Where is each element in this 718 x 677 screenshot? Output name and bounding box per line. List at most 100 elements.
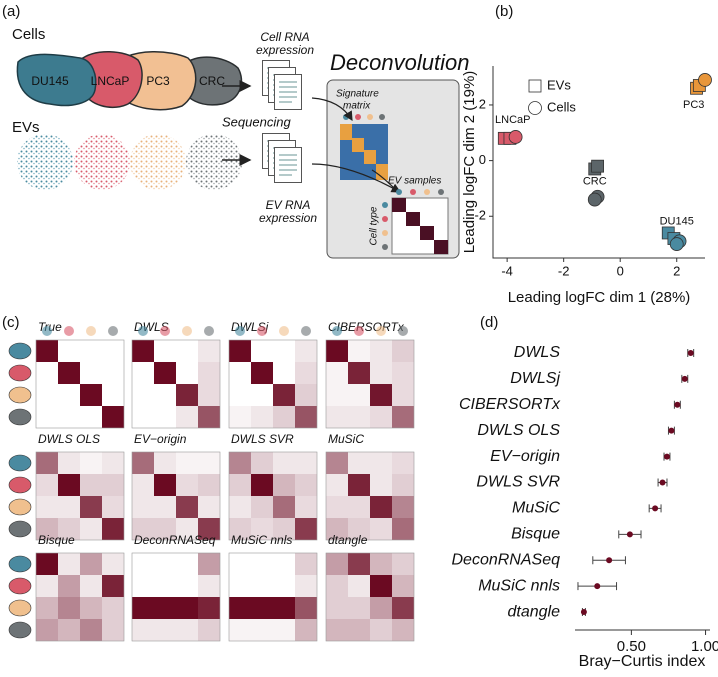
dot bbox=[659, 479, 666, 486]
sample-dot bbox=[64, 326, 74, 336]
heatmap-cell bbox=[273, 362, 295, 384]
heatmap-cell bbox=[80, 518, 102, 540]
heatmap-cell bbox=[36, 406, 58, 428]
heatmap-cell bbox=[36, 340, 58, 362]
heatmap-cell bbox=[229, 575, 251, 597]
heatmap-title: MuSiC bbox=[328, 432, 364, 446]
point bbox=[508, 130, 523, 144]
sample-dot bbox=[376, 326, 386, 336]
evs-label: EVs bbox=[12, 119, 40, 136]
heatmap-cell bbox=[273, 597, 295, 619]
x-axis-label: Bray−Curtis index bbox=[579, 653, 706, 670]
heatmap-cell bbox=[80, 597, 102, 619]
category-label: DWLS SVR bbox=[476, 474, 560, 491]
heatmap-cell bbox=[326, 452, 348, 474]
heatmap-cell bbox=[326, 553, 348, 575]
heatmap-cell bbox=[154, 384, 176, 406]
heatmap-cell bbox=[132, 597, 154, 619]
heatmap-cell bbox=[102, 597, 124, 619]
heatmap-border bbox=[35, 552, 125, 642]
sample-dot bbox=[235, 326, 245, 336]
heatmap-cell bbox=[251, 406, 273, 428]
panel-label: (b) bbox=[495, 3, 513, 20]
heatmap-cell bbox=[348, 553, 370, 575]
heatmap-cell bbox=[132, 452, 154, 474]
point bbox=[698, 73, 712, 87]
cell-icon bbox=[8, 364, 32, 382]
signature-matrix bbox=[340, 124, 388, 180]
sample-dot bbox=[204, 326, 214, 336]
heatmap-cell bbox=[370, 452, 392, 474]
cell-blob bbox=[16, 53, 97, 107]
heatmap-cell bbox=[132, 619, 154, 641]
heatmap-cell bbox=[392, 340, 414, 362]
annotation: DU145 bbox=[660, 216, 694, 228]
heatmap-cell bbox=[154, 340, 176, 362]
heatmap-cell bbox=[326, 619, 348, 641]
heatmap-cell bbox=[392, 597, 414, 619]
legend-marker bbox=[528, 79, 542, 93]
cell-blob bbox=[79, 51, 143, 108]
heatmap-cell bbox=[198, 518, 220, 540]
heatmap-title: EV−origin bbox=[134, 432, 187, 446]
heatmap-cell bbox=[80, 496, 102, 518]
heatmap-cell bbox=[132, 553, 154, 575]
heatmap-cell bbox=[198, 362, 220, 384]
heatmap-cell bbox=[295, 384, 317, 406]
heatmap-cell bbox=[58, 340, 80, 362]
heatmap-cell bbox=[154, 406, 176, 428]
heatmap-cell bbox=[348, 496, 370, 518]
category-label: DWLSj bbox=[510, 370, 560, 387]
dot bbox=[674, 401, 681, 408]
document bbox=[275, 148, 302, 183]
y-tick-label: -2 bbox=[474, 208, 486, 223]
heatmap-cell bbox=[251, 362, 273, 384]
heatmap-cell bbox=[102, 384, 124, 406]
heatmap-cell bbox=[58, 384, 80, 406]
heatmap-cell bbox=[80, 553, 102, 575]
heatmap-cell bbox=[229, 619, 251, 641]
cell-icon bbox=[8, 386, 32, 404]
cells-label: Cells bbox=[12, 26, 45, 43]
cell-icon bbox=[8, 408, 32, 426]
ev-samples-label: EV samples bbox=[388, 176, 441, 187]
heatmap-cell bbox=[295, 496, 317, 518]
heatmap-cell bbox=[132, 362, 154, 384]
heatmap-cell bbox=[80, 452, 102, 474]
ev-matrix bbox=[391, 197, 449, 255]
cell-line-label: LNCaP bbox=[91, 74, 130, 88]
heatmap-cell bbox=[176, 384, 198, 406]
heatmap-cell bbox=[102, 406, 124, 428]
heatmap-cell bbox=[58, 518, 80, 540]
heatmap-cell bbox=[36, 575, 58, 597]
heatmap-cell bbox=[36, 619, 58, 641]
heatmap-cell bbox=[348, 384, 370, 406]
heatmap-cell bbox=[295, 553, 317, 575]
x-tick-label: -4 bbox=[501, 263, 513, 278]
heatmap-cell bbox=[102, 575, 124, 597]
panel-label: (c) bbox=[2, 314, 20, 331]
dot bbox=[606, 557, 613, 564]
cell-icon bbox=[8, 342, 32, 360]
heatmap-cell bbox=[176, 575, 198, 597]
heatmap-cell bbox=[132, 575, 154, 597]
ev-cloud bbox=[130, 134, 186, 190]
heatmap-cell bbox=[229, 597, 251, 619]
dot bbox=[681, 375, 688, 382]
heatmap-cell bbox=[370, 384, 392, 406]
heatmap-cell bbox=[348, 474, 370, 496]
heatmap-cell bbox=[176, 553, 198, 575]
heatmap-cell bbox=[370, 362, 392, 384]
sample-dot bbox=[86, 326, 96, 336]
heatmap-cell bbox=[80, 575, 102, 597]
heatmap-cell bbox=[229, 406, 251, 428]
heatmap-cell bbox=[273, 452, 295, 474]
point bbox=[669, 237, 684, 251]
heatmap-border bbox=[228, 552, 318, 642]
heatmap-cell bbox=[198, 384, 220, 406]
heatmap-title: DWLS OLS bbox=[38, 432, 100, 446]
annotation: PC3 bbox=[683, 99, 704, 111]
heatmap-cell bbox=[176, 619, 198, 641]
heatmap-title: dtangle bbox=[328, 533, 368, 547]
heatmap-cell bbox=[80, 362, 102, 384]
